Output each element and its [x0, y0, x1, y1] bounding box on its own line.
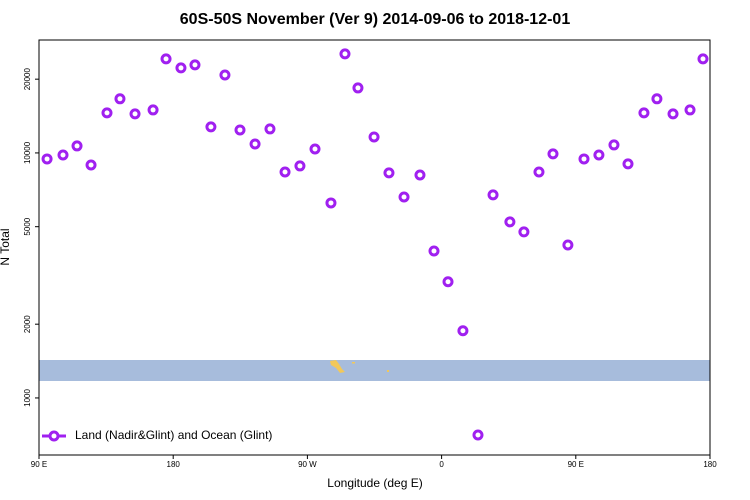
point	[219, 69, 231, 81]
point	[41, 153, 53, 165]
point	[697, 53, 709, 65]
point	[622, 158, 634, 170]
point	[234, 124, 246, 136]
x-tick-label: 90 E	[31, 460, 47, 469]
point	[651, 93, 663, 105]
point	[368, 131, 380, 143]
y-tick-label: 5000	[23, 217, 32, 235]
point	[71, 140, 83, 152]
point	[264, 123, 276, 135]
land-shape	[330, 360, 345, 373]
point	[189, 59, 201, 71]
x-tick-label: 180	[703, 460, 717, 469]
point	[85, 159, 97, 171]
point	[57, 149, 69, 161]
point	[294, 160, 306, 172]
point	[457, 325, 469, 337]
point	[562, 239, 574, 251]
x-tick-label: 90 W	[298, 460, 317, 469]
point	[608, 139, 620, 151]
y-axis-label: N Total	[0, 228, 12, 265]
point	[684, 104, 696, 116]
point	[428, 245, 440, 257]
y-tick-label: 2000	[23, 315, 32, 333]
point	[339, 48, 351, 60]
y-tick-label: 20000	[23, 67, 32, 90]
point	[638, 107, 650, 119]
plot-frame	[38, 39, 711, 456]
legend-marker	[48, 430, 60, 442]
point	[504, 216, 516, 228]
land-shape	[387, 370, 389, 372]
point	[205, 121, 217, 133]
point	[667, 108, 679, 120]
chart-title: 60S-50S November (Ver 9) 2014-09-06 to 2…	[180, 11, 571, 28]
point	[249, 138, 261, 150]
point	[487, 189, 499, 201]
point	[472, 429, 484, 441]
point	[518, 226, 530, 238]
point	[442, 276, 454, 288]
x-tick-label: 180	[167, 460, 181, 469]
y-tick-label: 1000	[23, 388, 32, 406]
y-tick-label: 10000	[23, 141, 32, 164]
point	[147, 104, 159, 116]
point	[398, 191, 410, 203]
point	[352, 82, 364, 94]
point	[160, 53, 172, 65]
point	[578, 153, 590, 165]
x-tick-label: 90 E	[568, 460, 584, 469]
point	[279, 166, 291, 178]
point	[533, 166, 545, 178]
point	[129, 108, 141, 120]
legend-label: Land (Nadir&Glint) and Ocean (Glint)	[75, 428, 272, 442]
x-tick-label: 0	[439, 460, 444, 469]
point	[175, 62, 187, 74]
point	[114, 93, 126, 105]
point	[547, 148, 559, 160]
point	[309, 143, 321, 155]
point	[414, 169, 426, 181]
point	[593, 149, 605, 161]
point	[383, 167, 395, 179]
map-band	[39, 360, 710, 381]
point	[101, 107, 113, 119]
land-shape	[352, 362, 355, 364]
x-axis-label: Longitude (deg E)	[327, 476, 422, 490]
point	[325, 197, 337, 209]
